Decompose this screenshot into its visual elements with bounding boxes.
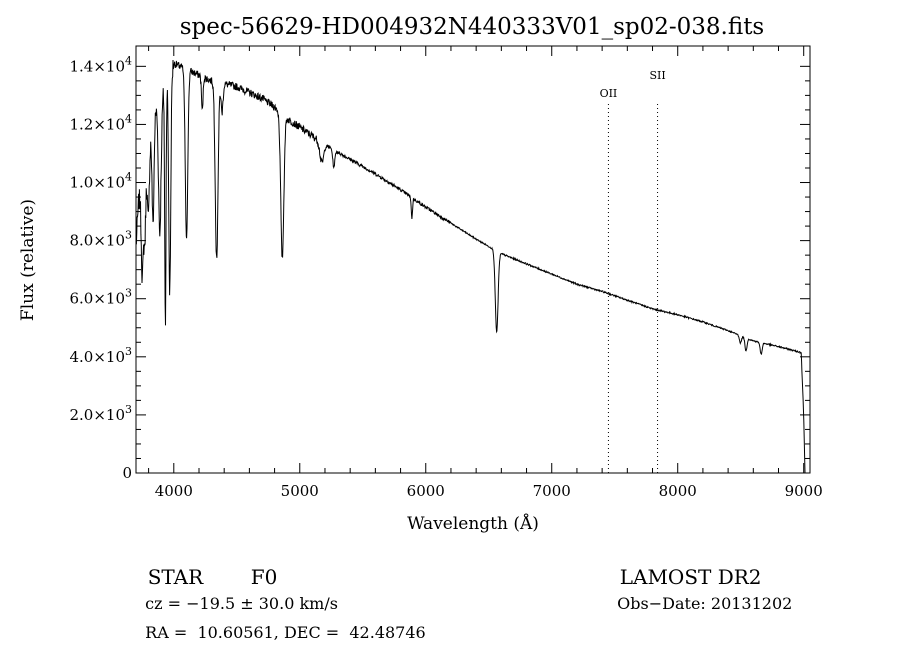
annotation-label: OII bbox=[600, 87, 618, 100]
y-tick-label: 0 bbox=[122, 464, 132, 482]
x-tick-label: 5000 bbox=[281, 482, 319, 500]
x-tick-label: 6000 bbox=[407, 482, 445, 500]
sky-coordinates: RA = 10.60561, DEC = 42.48746 bbox=[145, 623, 426, 642]
y-tick-label: 6.0×103 bbox=[69, 287, 132, 308]
y-tick-label: 2.0×103 bbox=[69, 403, 132, 424]
y-tick-label: 4.0×103 bbox=[69, 345, 132, 366]
y-axis-label: Flux (relative) bbox=[18, 199, 38, 321]
annotation-label: SII bbox=[649, 69, 665, 82]
spectrum-line bbox=[135, 59, 806, 474]
redshift-velocity: cz = −19.5 ± 30.0 km/s bbox=[145, 594, 338, 613]
spectral-subclass: F0 bbox=[250, 565, 278, 589]
plot-frame bbox=[135, 45, 811, 474]
observation-date: Obs−Date: 20131202 bbox=[617, 594, 793, 613]
y-tick-label: 1.4×104 bbox=[69, 54, 132, 75]
axis-ticks: 4000 5000 6000 7000 8000 9000 0 2.0×103 4.0×103 6… bbox=[69, 46, 823, 500]
y-tick-label: 1.0×104 bbox=[69, 171, 132, 192]
y-tick-label: 8.0×103 bbox=[69, 229, 132, 250]
x-tick-label: 9000 bbox=[785, 482, 823, 500]
x-tick-label: 4000 bbox=[155, 482, 193, 500]
x-axis-label: Wavelength (Å) bbox=[407, 513, 539, 534]
y-tick-label: 1.2×104 bbox=[69, 112, 132, 133]
x-tick-label: 7000 bbox=[533, 482, 571, 500]
line-annotations: OII SII bbox=[600, 69, 666, 473]
object-class: STAR bbox=[147, 565, 204, 589]
chart-title: spec-56629-HD004932N440333V01_sp02-038.f… bbox=[180, 14, 765, 40]
survey-name: LAMOST DR2 bbox=[619, 565, 762, 589]
x-tick-label: 8000 bbox=[659, 482, 697, 500]
